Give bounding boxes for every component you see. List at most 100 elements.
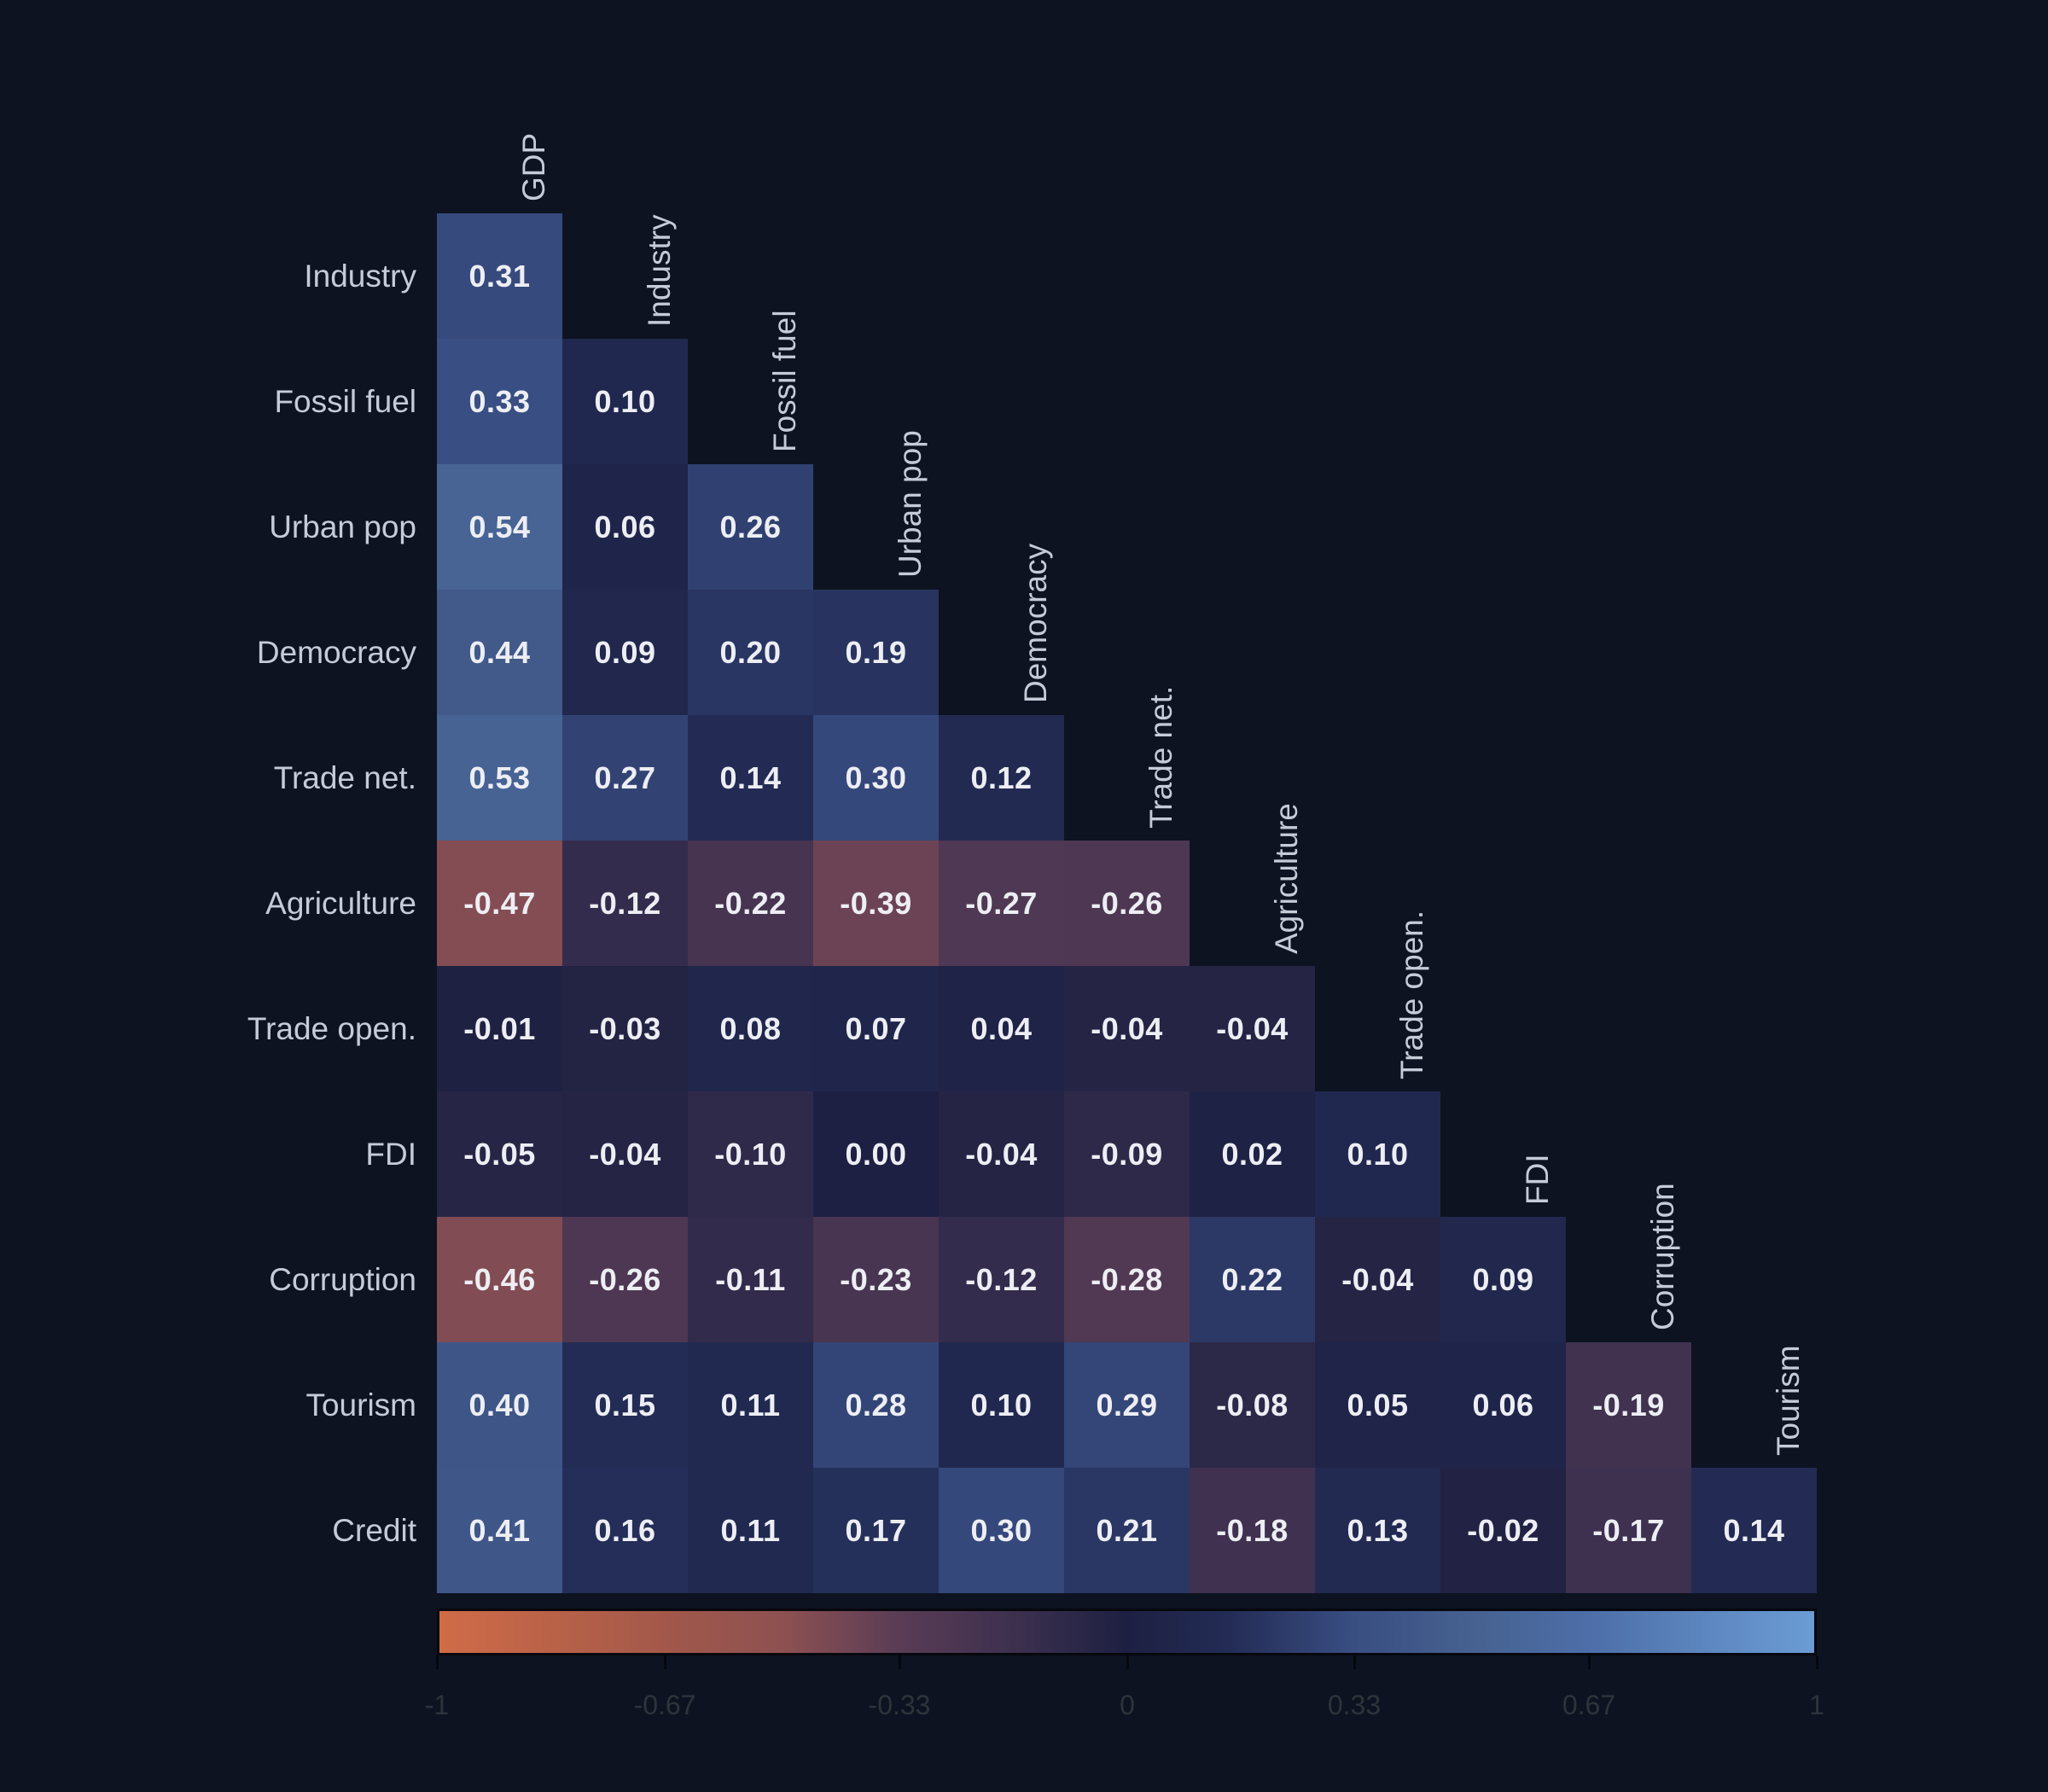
cell-value: -0.47 xyxy=(463,885,536,921)
cell-value: 0.07 xyxy=(845,1010,907,1046)
cell-value: -0.17 xyxy=(1592,1512,1665,1548)
heatmap-cell: 0.29 xyxy=(1064,1342,1190,1468)
heatmap-cell: -0.12 xyxy=(939,1217,1064,1342)
heatmap-cell: 0.05 xyxy=(1315,1342,1440,1468)
cell-value: -0.11 xyxy=(715,1261,786,1297)
heatmap-cell: -0.02 xyxy=(1440,1468,1566,1593)
heatmap-cell: -0.09 xyxy=(1064,1091,1190,1217)
heatmap-cell: 0.09 xyxy=(1440,1217,1566,1342)
cell-value: 0.53 xyxy=(468,759,531,795)
cell-value: -0.10 xyxy=(714,1136,787,1172)
cell-value: -0.04 xyxy=(1216,1010,1289,1046)
heatmap-cell: 0.06 xyxy=(562,464,688,590)
cell-value: -0.27 xyxy=(965,885,1038,921)
cell-value: 0.19 xyxy=(845,634,907,670)
heatmap-cell: 0.14 xyxy=(1691,1468,1817,1593)
cell-value: 0.11 xyxy=(720,1387,781,1423)
heatmap-cell: 0.17 xyxy=(813,1468,939,1593)
cell-value: 0.08 xyxy=(719,1010,782,1046)
row-label: Trade open. xyxy=(247,1011,416,1046)
colorbar-tick-label: 0 xyxy=(1120,1690,1135,1720)
heatmap-cell: -0.22 xyxy=(688,841,813,966)
cell-value: 0.04 xyxy=(970,1010,1033,1046)
heatmap-cell: 0.04 xyxy=(939,966,1064,1091)
heatmap-cell: 0.10 xyxy=(939,1342,1064,1468)
cell-value: -0.22 xyxy=(714,885,787,921)
column-label: Corruption xyxy=(1645,1183,1680,1330)
cell-value: -0.26 xyxy=(1091,885,1163,921)
heatmap-cell: 0.13 xyxy=(1315,1468,1440,1593)
column-label: GDP xyxy=(516,132,551,201)
heatmap-cell: -0.04 xyxy=(1064,966,1190,1091)
cell-value: -0.23 xyxy=(840,1261,912,1297)
row-label: Tourism xyxy=(305,1388,416,1423)
cell-value: -0.12 xyxy=(589,885,661,921)
cell-value: 0.05 xyxy=(1347,1387,1409,1423)
cell-value: 0.11 xyxy=(720,1512,781,1548)
row-label: Democracy xyxy=(256,635,416,670)
cell-value: 0.44 xyxy=(468,634,531,670)
cell-value: -0.08 xyxy=(1216,1387,1289,1423)
cell-value: 0.06 xyxy=(594,509,656,544)
heatmap-cell: 0.33 xyxy=(437,339,562,464)
heatmap-cell: -0.27 xyxy=(939,841,1064,966)
cell-value: -0.04 xyxy=(965,1136,1038,1172)
column-label: Trade net. xyxy=(1143,685,1178,829)
row-label: Agriculture xyxy=(265,886,416,921)
cell-value: -0.04 xyxy=(1341,1261,1414,1297)
cell-value: -0.09 xyxy=(1091,1136,1163,1172)
colorbar-tick xyxy=(899,1655,901,1669)
heatmap-cell: 0.31 xyxy=(437,213,562,339)
cell-value: 0.40 xyxy=(468,1387,531,1423)
heatmap-cell: 0.08 xyxy=(688,966,813,1091)
cell-value: 0.31 xyxy=(468,258,531,294)
colorbar-tick-label: 1 xyxy=(1809,1690,1824,1720)
heatmap-cell: -0.04 xyxy=(1315,1217,1440,1342)
heatmap-cell: -0.04 xyxy=(1190,966,1315,1091)
heatmap-cell: 0.00 xyxy=(813,1091,939,1217)
cell-value: 0.30 xyxy=(970,1512,1033,1548)
cell-value: 0.26 xyxy=(719,509,782,544)
colorbar-gradient xyxy=(437,1609,1817,1655)
column-label: Urban pop xyxy=(893,430,928,578)
cell-value: 0.20 xyxy=(719,634,782,670)
cell-value: 0.28 xyxy=(845,1387,907,1423)
row-label: Corruption xyxy=(269,1262,416,1297)
cell-value: -0.01 xyxy=(463,1010,536,1046)
row-label: Fossil fuel xyxy=(274,384,416,419)
heatmap-cell: -0.19 xyxy=(1566,1342,1691,1468)
heatmap-cell: 0.16 xyxy=(562,1468,688,1593)
heatmap-cell: -0.11 xyxy=(688,1217,813,1342)
column-label: FDI xyxy=(1520,1154,1555,1205)
cell-value: -0.46 xyxy=(463,1261,536,1297)
row-label: Industry xyxy=(304,259,416,294)
heatmap-cell: 0.09 xyxy=(562,590,688,715)
heatmap-cell: 0.44 xyxy=(437,590,562,715)
heatmap-cell: -0.23 xyxy=(813,1217,939,1342)
heatmap-cell: -0.46 xyxy=(437,1217,562,1342)
row-label: Trade net. xyxy=(273,760,416,795)
cell-value: -0.18 xyxy=(1216,1512,1289,1548)
heatmap-cell: 0.22 xyxy=(1190,1217,1315,1342)
cell-value: 0.17 xyxy=(845,1512,907,1548)
heatmap-cell: -0.47 xyxy=(437,841,562,966)
heatmap-cell: 0.53 xyxy=(437,715,562,841)
cell-value: 0.13 xyxy=(1347,1512,1409,1548)
cell-value: 0.16 xyxy=(594,1512,656,1548)
heatmap-cell: 0.41 xyxy=(437,1468,562,1593)
heatmap-cell: 0.10 xyxy=(562,339,688,464)
heatmap-cell: -0.26 xyxy=(562,1217,688,1342)
cell-value: -0.19 xyxy=(1592,1387,1665,1423)
heatmap-cell: 0.30 xyxy=(813,715,939,841)
heatmap-cell: 0.28 xyxy=(813,1342,939,1468)
cell-value: 0.12 xyxy=(970,759,1033,795)
cell-value: -0.03 xyxy=(589,1010,661,1046)
cell-value: 0.33 xyxy=(468,383,531,419)
colorbar-tick xyxy=(664,1655,666,1669)
row-label: FDI xyxy=(365,1137,416,1172)
cell-value: 0.27 xyxy=(594,759,656,795)
cell-value: 0.00 xyxy=(845,1136,907,1172)
cell-value: 0.41 xyxy=(468,1512,531,1548)
cell-value: 0.14 xyxy=(1723,1512,1785,1548)
heatmap-cell: -0.03 xyxy=(562,966,688,1091)
